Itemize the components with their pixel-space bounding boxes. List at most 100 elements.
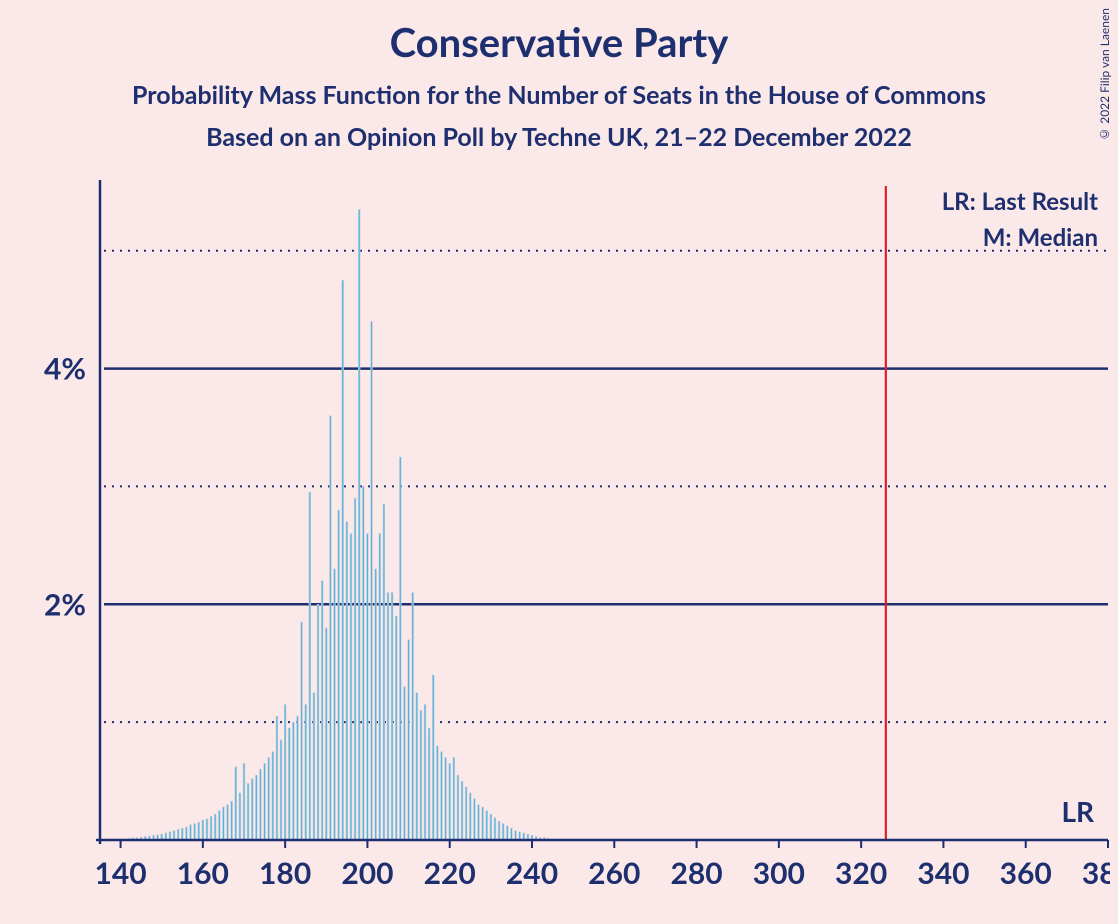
pmf-bar	[395, 616, 397, 840]
x-tick-label: 320	[835, 855, 887, 891]
pmf-bar	[293, 722, 295, 840]
pmf-bar	[239, 793, 241, 840]
pmf-bar	[346, 522, 348, 840]
pmf-bar	[404, 687, 406, 840]
pmf-bar	[511, 828, 513, 840]
x-tick-label: 180	[259, 855, 311, 891]
pmf-bar	[362, 486, 364, 840]
pmf-bar	[465, 787, 467, 840]
pmf-bar	[223, 807, 225, 840]
pmf-bar	[235, 767, 237, 840]
pmf-bar	[478, 805, 480, 840]
pmf-bar	[486, 811, 488, 840]
pmf-bar	[255, 775, 257, 840]
pmf-bar	[367, 534, 369, 840]
pmf-bar	[173, 831, 175, 840]
x-tick-label: 260	[588, 855, 640, 891]
pmf-bar	[498, 821, 500, 840]
pmf-chart: 2%4%140160180200220240260280300320340360…	[20, 170, 1110, 910]
pmf-bar	[313, 693, 315, 840]
pmf-bar	[420, 710, 422, 840]
x-tick-label: 300	[753, 855, 805, 891]
pmf-bar	[350, 534, 352, 840]
pmf-bar	[441, 752, 443, 840]
pmf-bar	[280, 740, 282, 840]
copyright-text: © 2022 Filip van Laenen	[1097, 8, 1112, 142]
pmf-bar	[399, 457, 401, 840]
pmf-bar	[264, 763, 266, 840]
pmf-bar	[453, 758, 455, 841]
pmf-bar	[354, 498, 356, 840]
pmf-bar	[502, 824, 504, 841]
lr-label: LR	[1061, 794, 1095, 828]
pmf-bar	[231, 801, 233, 840]
pmf-bar	[243, 763, 245, 840]
pmf-bar	[206, 819, 208, 840]
y-tick-label: 2%	[44, 586, 86, 622]
pmf-bar	[325, 628, 327, 840]
pmf-bar	[383, 504, 385, 840]
pmf-bar	[437, 746, 439, 840]
x-tick-label: 360	[1000, 855, 1052, 891]
pmf-bar	[190, 825, 192, 840]
pmf-bar	[428, 728, 430, 840]
pmf-bar	[202, 820, 204, 840]
pmf-bar	[379, 534, 381, 840]
legend-median: M: Median	[983, 223, 1098, 252]
pmf-bar	[268, 758, 270, 841]
x-tick-label: 160	[177, 855, 229, 891]
pmf-bar	[391, 593, 393, 841]
pmf-bar	[461, 781, 463, 840]
pmf-bar	[375, 569, 377, 840]
pmf-bar	[482, 807, 484, 840]
pmf-bar	[181, 828, 183, 840]
pmf-bar	[506, 826, 508, 840]
pmf-bar	[198, 822, 200, 840]
pmf-bar	[260, 769, 262, 840]
x-tick-label: 140	[94, 855, 146, 891]
pmf-bar	[445, 758, 447, 841]
pmf-bar	[490, 814, 492, 840]
pmf-bar	[515, 831, 517, 840]
pmf-bar	[412, 593, 414, 841]
pmf-bar	[309, 492, 311, 840]
x-tick-label: 200	[341, 855, 393, 891]
pmf-bar	[214, 814, 216, 840]
pmf-bar	[186, 827, 188, 840]
pmf-bar	[387, 593, 389, 841]
x-tick-label: 380	[1082, 855, 1110, 891]
chart-subtitle-2: Based on an Opinion Poll by Techne UK, 2…	[0, 110, 1118, 152]
x-tick-label: 340	[917, 855, 969, 891]
pmf-bar	[301, 622, 303, 840]
pmf-bar	[494, 818, 496, 840]
pmf-bar	[227, 805, 229, 840]
pmf-bar	[276, 716, 278, 840]
pmf-bar	[251, 779, 253, 840]
pmf-bar	[210, 816, 212, 840]
pmf-bar	[194, 824, 196, 841]
pmf-bar	[338, 510, 340, 840]
pmf-bar	[288, 728, 290, 840]
x-tick-label: 240	[506, 855, 558, 891]
legend-lr: LR: Last Result	[942, 187, 1098, 216]
pmf-bar	[272, 752, 274, 840]
y-tick-label: 4%	[44, 351, 86, 387]
pmf-bar	[432, 675, 434, 840]
pmf-bar	[317, 604, 319, 840]
pmf-bar	[449, 763, 451, 840]
pmf-bar	[469, 793, 471, 840]
pmf-bar	[416, 693, 418, 840]
pmf-bar	[321, 581, 323, 840]
pmf-bar	[342, 280, 344, 840]
pmf-bar	[284, 704, 286, 840]
pmf-bar	[177, 829, 179, 840]
x-tick-label: 220	[424, 855, 476, 891]
pmf-bar	[457, 775, 459, 840]
pmf-bar	[297, 716, 299, 840]
chart-subtitle-1: Probability Mass Function for the Number…	[0, 66, 1118, 110]
pmf-bar	[218, 811, 220, 840]
pmf-bar	[358, 209, 360, 840]
pmf-bar	[474, 799, 476, 840]
pmf-bar	[408, 640, 410, 840]
pmf-bar	[330, 416, 332, 840]
